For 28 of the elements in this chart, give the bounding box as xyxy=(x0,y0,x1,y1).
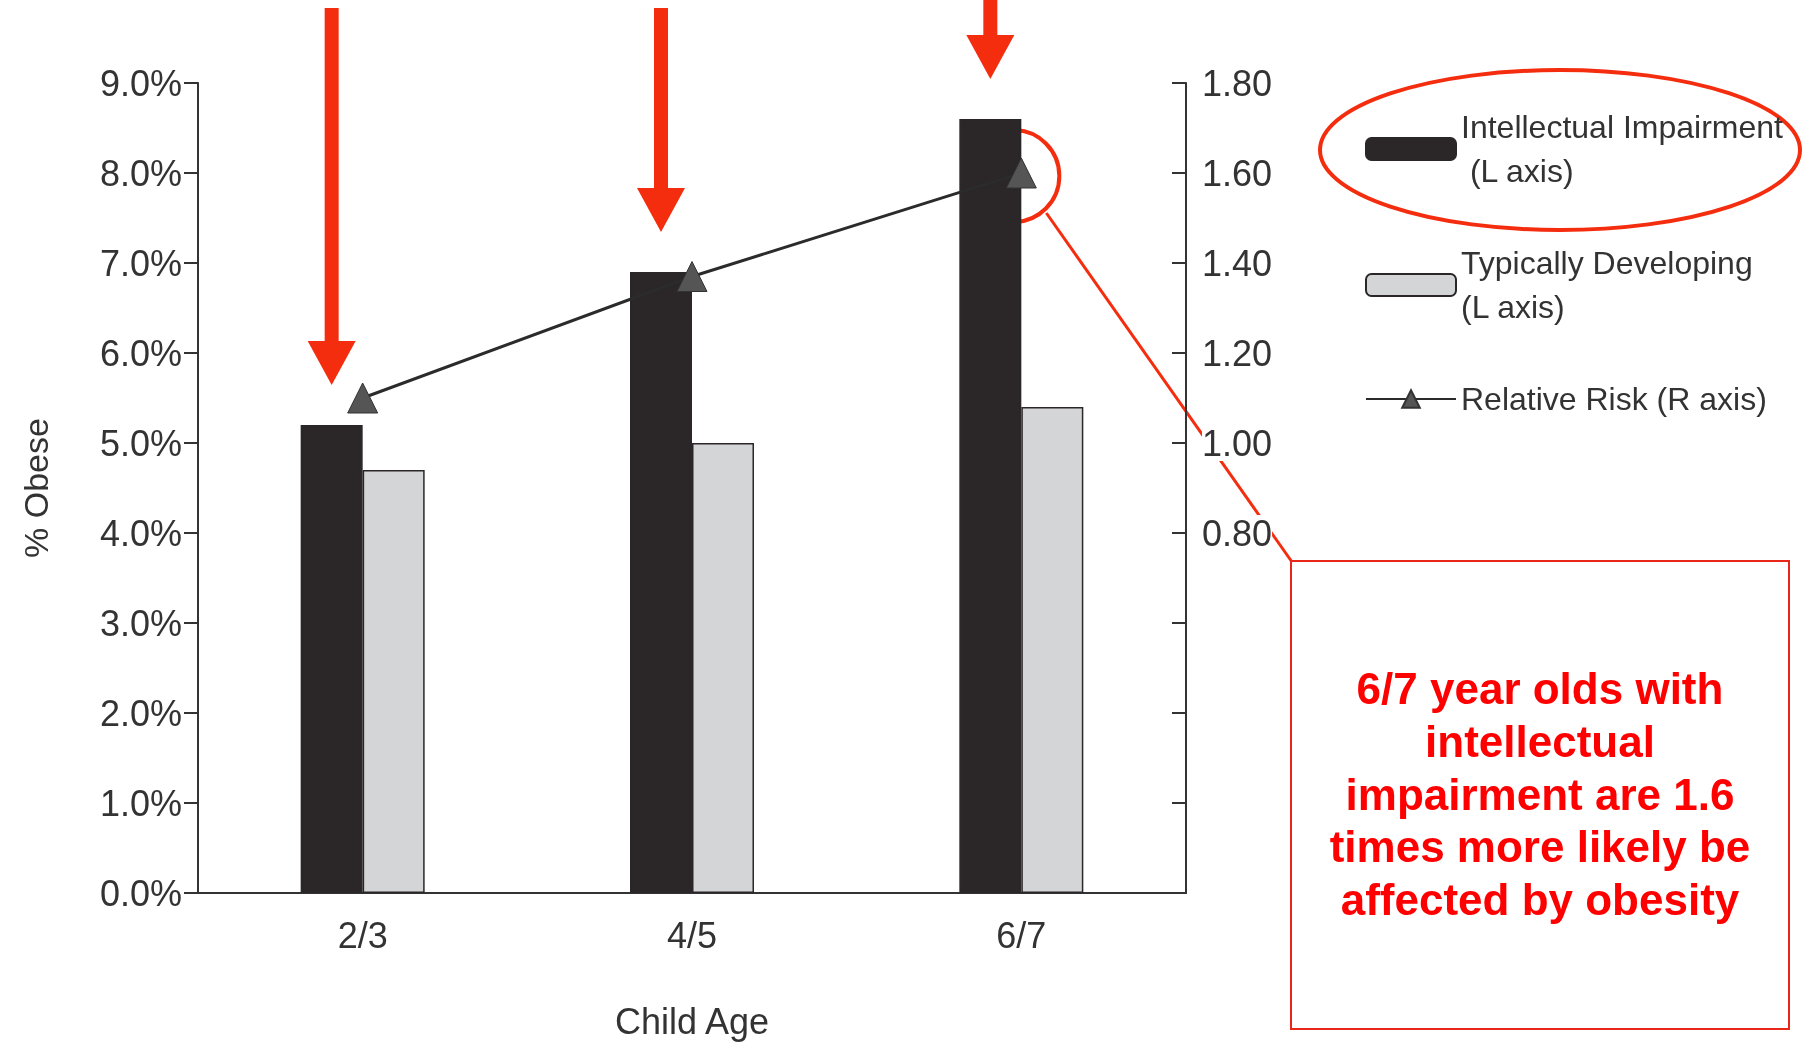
y-tick-label: 0.0% xyxy=(99,872,182,914)
y2-tick-label: 1.40 xyxy=(1202,242,1273,284)
x-tick-label: 4/5 xyxy=(666,914,718,956)
y-tick-label: 8.0% xyxy=(99,152,182,194)
y-tick-label: 1.0% xyxy=(99,782,182,824)
point xyxy=(1005,157,1037,189)
y-tick-label: 3.0% xyxy=(99,602,182,644)
x-tick-label: 2/3 xyxy=(337,914,388,956)
y2-tick-label: 0.80 xyxy=(1202,512,1273,554)
y-tick-label: 4.0% xyxy=(99,512,182,554)
y-tick-label: 9.0% xyxy=(99,62,182,104)
legend-label: Typically Developing (L axis) xyxy=(1461,245,1762,325)
x-tick-label: 6/7 xyxy=(996,914,1047,956)
x-axis-title: Child Age xyxy=(614,1000,770,1042)
y-tick-label: 5.0% xyxy=(99,422,182,464)
y2-tick-label: 1.00 xyxy=(1202,422,1273,464)
y2-tick-label: 1.80 xyxy=(1202,62,1273,104)
legend-label: Relative Risk (R axis) xyxy=(1461,381,1767,417)
y2-tick-label: 1.20 xyxy=(1202,332,1273,374)
y-axis-title: % Obese xyxy=(17,418,55,558)
point xyxy=(676,261,708,292)
text: 6/7 year olds with intellectual impairment are 1.6 times more likely be affected by obesity xyxy=(1290,560,1790,1030)
y-tick-label: 2.0% xyxy=(99,692,182,734)
y-tick-label: 7.0% xyxy=(99,242,182,284)
legend-label: Intellectual Impairment (L axis) xyxy=(1461,109,1784,189)
y-tick-label: 6.0% xyxy=(99,332,182,374)
y2-tick-label: 1.60 xyxy=(1202,152,1273,194)
point xyxy=(347,382,379,414)
